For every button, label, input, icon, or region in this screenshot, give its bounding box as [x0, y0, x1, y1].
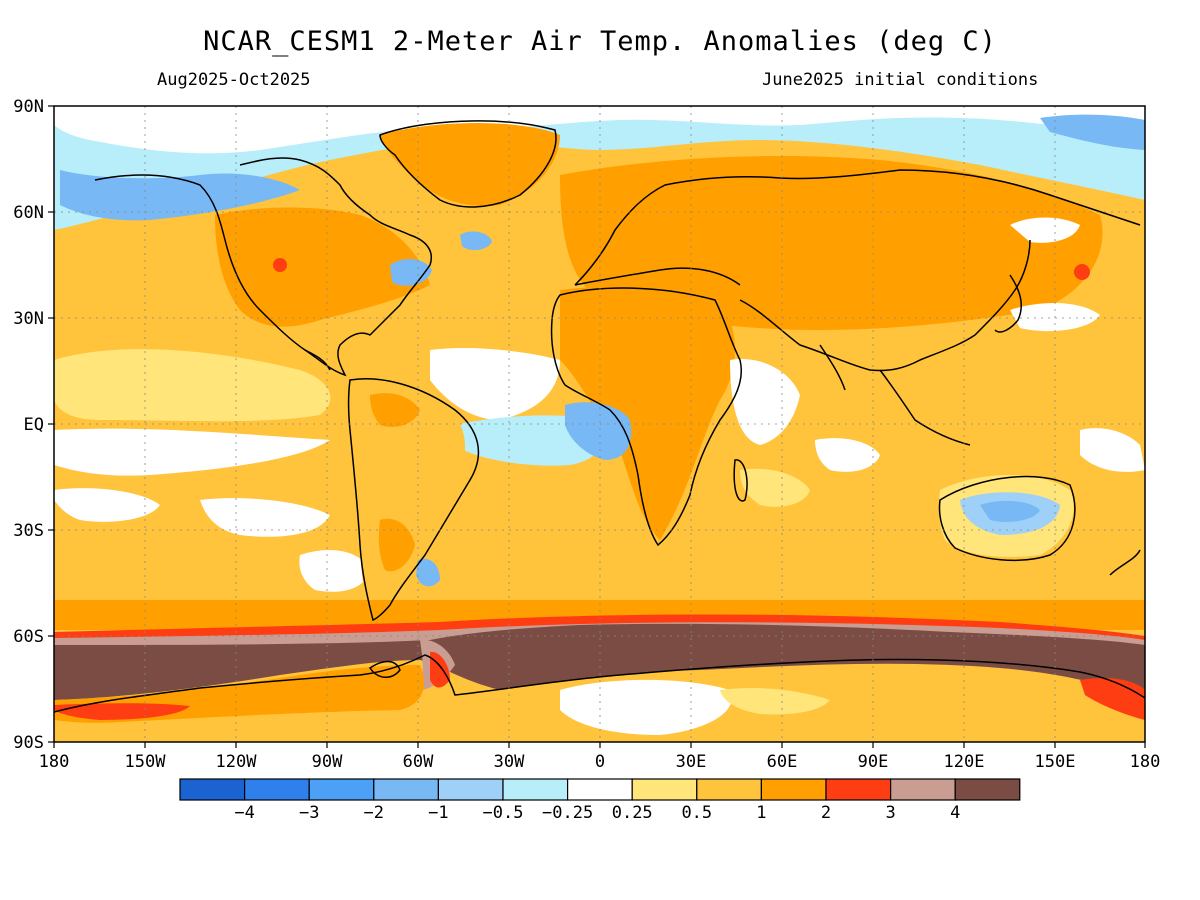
lon-label: 150W	[125, 752, 167, 772]
lat-label: 30S	[13, 521, 44, 541]
colorbar-swatch	[437, 778, 504, 801]
colorbar-label: −4	[234, 803, 254, 823]
colorbar-swatch	[760, 778, 827, 801]
anomaly-field	[54, 106, 1145, 742]
lat-label: EQ	[24, 415, 44, 435]
lon-label: 30W	[494, 752, 525, 772]
coastlines	[54, 120, 1145, 713]
colorbar-swatch	[308, 778, 375, 801]
lon-label: 120E	[944, 752, 985, 772]
gridlines	[54, 106, 1145, 742]
colorbar-label: 0.5	[681, 803, 712, 823]
colorbar-swatch	[825, 778, 892, 801]
colorbar-label: −0.25	[542, 803, 593, 823]
colorbar-swatch	[179, 778, 246, 801]
colorbar-swatch	[631, 778, 698, 801]
lon-label: 150E	[1035, 752, 1076, 772]
lon-label: 90E	[858, 752, 889, 772]
colorbar-label: 3	[885, 803, 895, 823]
lat-label: 60N	[13, 203, 44, 223]
chart-title: NCAR_CESM1 2-Meter Air Temp. Anomalies (…	[203, 26, 997, 57]
colorbar-swatch	[373, 778, 439, 801]
colorbar-swatch	[889, 778, 956, 801]
colorbar-swatch	[566, 778, 633, 801]
forecast-period: Aug2025-Oct2025	[157, 70, 311, 90]
colorbar-label: −2	[364, 803, 384, 823]
lat-label: 90N	[13, 97, 44, 117]
lat-label: 30N	[13, 309, 44, 329]
axis-ticks	[48, 105, 1146, 748]
colorbar-swatch	[696, 778, 762, 801]
colorbar-label: −1	[428, 803, 448, 823]
colorbar-label: −0.5	[483, 803, 524, 823]
lat-label: 60S	[13, 627, 44, 647]
initial-conditions: June2025 initial conditions	[762, 70, 1039, 90]
lon-label: 180	[1130, 752, 1161, 772]
lon-label: 180	[39, 752, 70, 772]
colorbar-label: 0.25	[612, 803, 653, 823]
lat-labels: 90N 60N 30N EQ 30S 60S 90S	[13, 97, 44, 753]
colorbar-swatch	[954, 778, 1021, 801]
colorbar-swatch	[502, 778, 569, 801]
colorbar-label: 1	[756, 803, 766, 823]
lon-label: 60W	[403, 752, 434, 772]
lon-label: 30E	[676, 752, 707, 772]
lon-label: 60E	[767, 752, 798, 772]
lat-label: 90S	[13, 733, 44, 753]
lon-label: 90W	[312, 752, 343, 772]
colorbar-label: −3	[299, 803, 319, 823]
colorbar: −4 −3 −2 −1 −0.5 −0.25 0.25 0.5 1 2 3 4	[179, 778, 1021, 823]
lon-label: 120W	[216, 752, 258, 772]
colorbar-swatch	[244, 778, 310, 801]
colorbar-label: 4	[950, 803, 960, 823]
lon-labels: 180 150W 120W 90W 60W 30W 0 30E 60E 90E …	[39, 752, 1161, 772]
lon-label: 0	[595, 752, 605, 772]
colorbar-label: 2	[821, 803, 831, 823]
